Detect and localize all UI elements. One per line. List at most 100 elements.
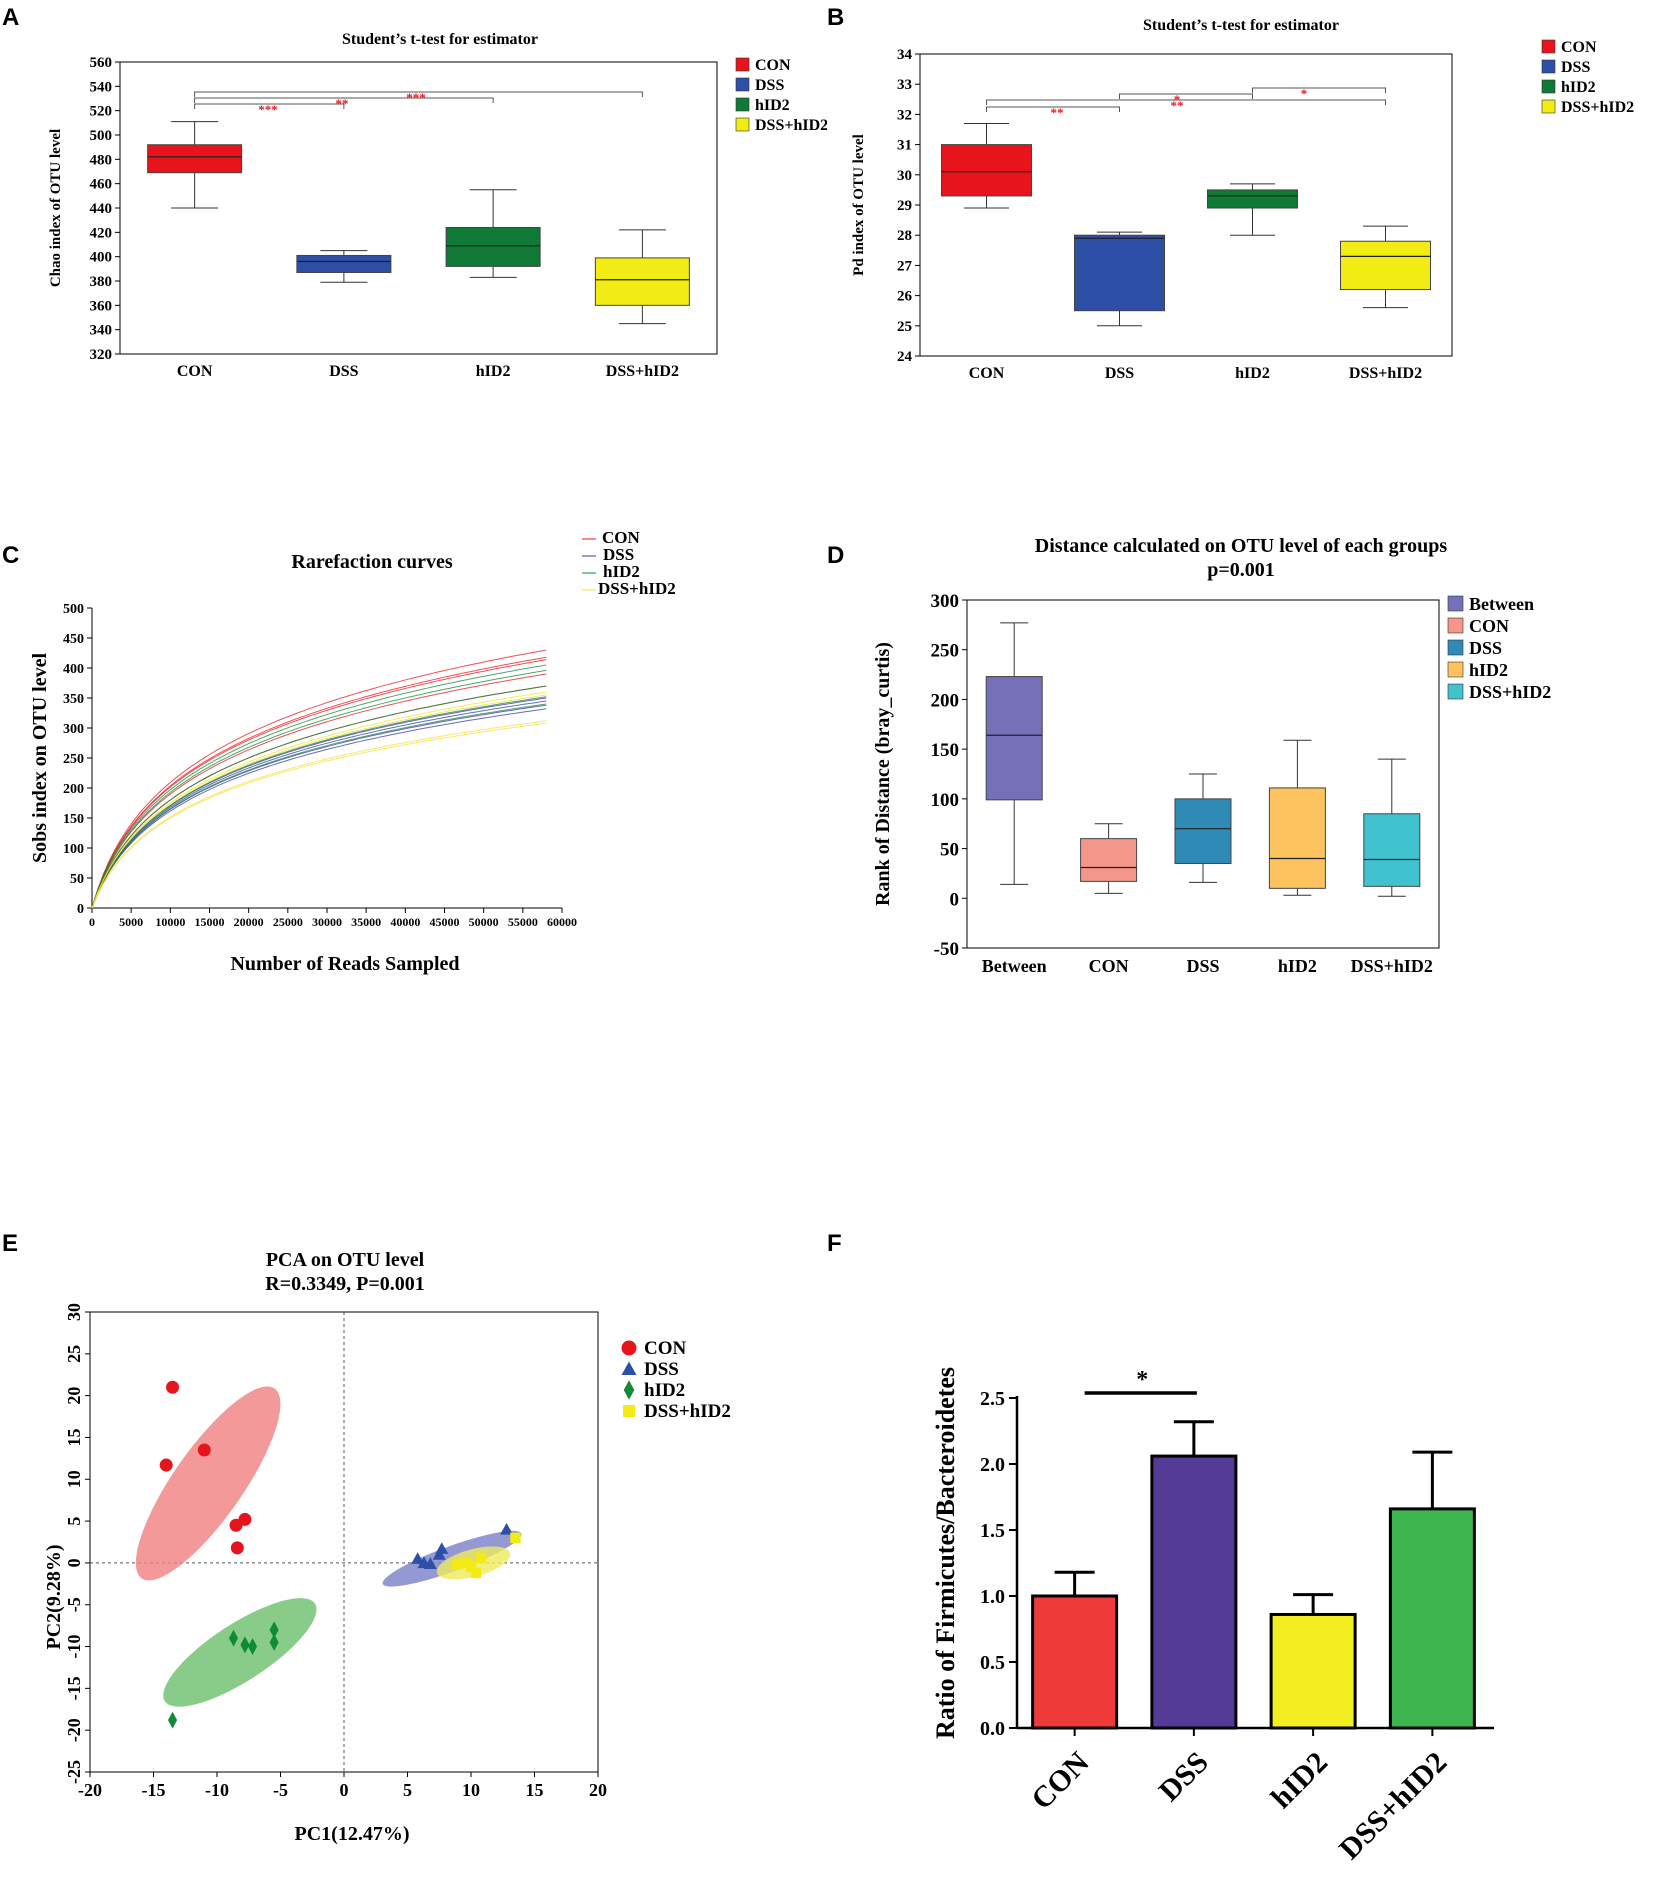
pd-boxplot-chart: Student’s t-test for estimator 24 25 26 27 28… [851, 17, 1634, 382]
point-con [230, 1541, 244, 1555]
legend-label: DSS+hID2 [1469, 682, 1551, 702]
y-tick-label: -10 [64, 1635, 84, 1659]
legend-item-hid2: hID2 [623, 1380, 685, 1401]
y-tick-label: 2.0 [980, 1454, 1005, 1476]
legend-swatch [1447, 617, 1464, 634]
y-tick-label: 32 [897, 107, 912, 123]
y-tick-label: 33 [897, 77, 912, 93]
point-con [238, 1512, 252, 1526]
point-con [166, 1380, 180, 1394]
curve-dss-hid2-2 [91, 694, 547, 909]
point-dss-hid2 [470, 1567, 482, 1579]
significance-bracket: * [1252, 86, 1386, 101]
panel-a-chao-boxplot: A Student’s t-test for estimator 320 340 36… [0, 0, 827, 420]
y-tick-label: 150 [63, 812, 84, 827]
panel-e-pca: E PCA on OTU level R=0.3349, P=0.001 -20 -1… [0, 1220, 827, 1892]
y-tick-label: 540 [90, 79, 113, 95]
group-con [135, 1380, 281, 1581]
point-dss [500, 1522, 514, 1535]
x-tick-label: 15 [526, 1780, 544, 1800]
legend-swatch [735, 77, 750, 92]
x-category-label: CON [969, 365, 1005, 382]
legend-item-dss-hid2: DSS+hID2 [1447, 682, 1551, 702]
legend-swatch [1447, 683, 1464, 700]
x-tick-label: 45000 [430, 915, 460, 929]
x-category-label: CON [1089, 956, 1129, 976]
legend-swatch [735, 97, 750, 112]
x-tick-label: 25000 [273, 915, 303, 929]
box-iqr [1268, 787, 1326, 889]
x-category-label: hID2 [1235, 365, 1270, 382]
legend-item-hid2: hID2 [735, 97, 790, 114]
legend-item-con: CON [621, 1338, 687, 1359]
y-axis-label: PC2(9.28%) [43, 1545, 65, 1650]
significance-stars: ** [1171, 98, 1184, 113]
x-category-label: hID2 [476, 363, 511, 380]
plot-frame [919, 53, 1453, 357]
legend-item-dss: DSS [735, 77, 784, 94]
box-iqr [1340, 240, 1431, 291]
y-tick-label: 0.5 [980, 1652, 1005, 1674]
panel-d-distance-boxplot: D Distance calculated on OTU level of ea… [827, 530, 1654, 1010]
significance-bracket: *** [194, 102, 345, 117]
y-tick-label: -15 [64, 1676, 84, 1700]
chart-title: Student’s t-test for estimator [342, 31, 538, 48]
y-tick-label: 34 [897, 47, 913, 63]
x-tick-label: -15 [142, 1780, 166, 1800]
box-dss-hid2 [1363, 758, 1421, 897]
rarefaction-chart: Rarefaction curves 0 50 100 150 200 250 300 350 4… [29, 530, 676, 975]
box-dss [1174, 773, 1232, 883]
legend-swatch [1541, 79, 1556, 94]
point-dss-hid2 [465, 1561, 477, 1573]
box-dss-hid2 [1340, 225, 1431, 309]
legend-item-hid2: hID2 [1541, 79, 1596, 96]
point-con [197, 1443, 211, 1457]
legend-label: CON [755, 57, 791, 74]
bracket-line [986, 106, 1120, 112]
legend-item-dss-hid2: DSS+hID2 [735, 117, 827, 134]
curve-con-2 [91, 656, 547, 909]
chart-title: Distance calculated on OTU level of each… [1035, 535, 1448, 557]
panel-label-e: E [2, 1230, 19, 1257]
box-hid2 [445, 189, 541, 278]
panel-label-a: A [2, 4, 20, 31]
y-tick-label: 340 [90, 323, 113, 339]
y-tick-label: 0 [64, 1558, 84, 1567]
bar-rect [1388, 1507, 1476, 1730]
curve-dss-3 [91, 704, 547, 909]
y-tick-label: 2.5 [980, 1388, 1005, 1410]
y-tick-label: 460 [90, 177, 113, 193]
x-tick-label: -10 [205, 1780, 229, 1800]
legend-marker [623, 1380, 635, 1400]
box-between [985, 622, 1043, 885]
y-tick-label: 400 [90, 250, 113, 266]
curve-dss-hid2-1 [91, 691, 547, 909]
legend-swatch [735, 57, 750, 72]
x-tick-label: 5 [403, 1780, 412, 1800]
y-tick-label: 1.5 [980, 1520, 1005, 1542]
y-tick-label: 50 [70, 872, 84, 887]
x-tick-label: 0 [340, 1780, 349, 1800]
box-con [147, 121, 243, 209]
y-tick-label: 380 [90, 274, 113, 290]
y-axis-label: Rank of Distance (bray_curtis) [872, 642, 894, 906]
legend-item-dss-hid2: DSS+hID2 [623, 1401, 731, 1422]
y-tick-label: 30 [897, 168, 912, 184]
significance-stars: ** [1051, 105, 1064, 120]
x-tick-label: 40000 [390, 915, 420, 929]
legend-swatch [735, 117, 750, 132]
bracket-line [986, 99, 1386, 105]
x-category-label: Between [982, 956, 1047, 976]
significance-bracket: ** [986, 98, 1386, 113]
curve-con-1 [91, 649, 547, 909]
curve-hid2-4 [91, 696, 547, 909]
legend-label: DSS+hID2 [1561, 99, 1634, 116]
legend-item-dss: DSS [1541, 59, 1590, 76]
bracket-line [194, 97, 494, 103]
y-tick-label: 320 [90, 347, 113, 363]
legend-item-con: CON [735, 57, 791, 74]
bracket-line [1252, 87, 1386, 93]
y-axis-label: Sobs index on OTU level [29, 653, 51, 863]
box-iqr [1074, 234, 1165, 312]
point-con [159, 1458, 173, 1472]
